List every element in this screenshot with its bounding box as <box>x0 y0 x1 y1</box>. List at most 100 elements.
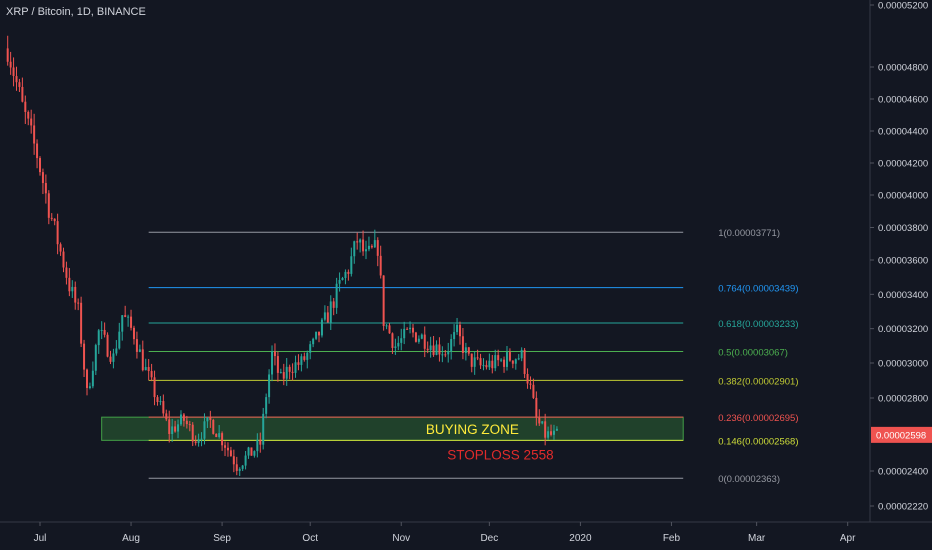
candle-body <box>132 327 135 340</box>
candle-body <box>532 384 535 398</box>
candle-body <box>85 369 88 388</box>
candle-body <box>503 359 506 367</box>
candle-body <box>127 316 130 318</box>
candle-body <box>241 465 244 469</box>
candle-body <box>550 431 553 435</box>
candle-body <box>441 354 444 356</box>
candle-body <box>6 48 9 62</box>
candle-body <box>450 339 453 352</box>
candle-body <box>535 397 538 418</box>
candle-body <box>215 433 218 438</box>
candle-body <box>420 334 423 339</box>
candle-body <box>229 450 232 457</box>
candle-body <box>288 366 291 372</box>
fib-level-label: 0(0.00002363) <box>718 474 780 485</box>
fib-level-label: 0.146(0.00002568) <box>718 436 798 447</box>
candle-body <box>271 351 274 375</box>
candle-body <box>350 256 353 274</box>
candle-body <box>112 353 115 362</box>
candle-body <box>312 338 315 345</box>
fib-level-label: 0.382(0.00002901) <box>718 376 798 387</box>
candle-body <box>153 377 156 398</box>
candle-body <box>403 328 406 339</box>
candle-body <box>88 386 91 388</box>
candle-body <box>517 358 520 360</box>
y-tick-label: 0.00004600 <box>878 95 928 106</box>
fib-level-label: 1(0.00003771) <box>718 228 780 239</box>
x-tick-label: 2020 <box>569 533 592 544</box>
x-tick-label: Sep <box>213 533 231 544</box>
candle-body <box>400 338 403 343</box>
candle-body <box>203 421 206 439</box>
candle-body <box>365 249 368 252</box>
candle-body <box>80 302 83 344</box>
candle-body <box>100 329 103 331</box>
candle-body <box>382 275 385 326</box>
candle-body <box>547 431 550 438</box>
candle-body <box>94 345 97 371</box>
candle-body <box>253 451 256 456</box>
candle-body <box>467 347 470 354</box>
y-tick-label: 0.00003000 <box>878 359 928 370</box>
y-tick-label: 0.00002400 <box>878 467 928 478</box>
candle-body <box>168 419 171 435</box>
candle-body <box>27 111 30 119</box>
candle-body <box>555 428 558 431</box>
candle-body <box>320 319 323 336</box>
candle-body <box>494 355 497 369</box>
candle-body <box>165 413 168 420</box>
fib-level-label: 0.764(0.00003439) <box>718 284 798 295</box>
candle-body <box>526 373 529 384</box>
candle-body <box>265 397 268 414</box>
candle-body <box>447 351 450 355</box>
candle-body <box>238 468 241 471</box>
stoploss-label: STOPLOSS 2558 <box>447 448 553 463</box>
candle-body <box>341 277 344 280</box>
candle-body <box>221 433 224 446</box>
candle-body <box>235 464 238 471</box>
candle-body <box>423 334 426 349</box>
candle-body <box>24 101 27 112</box>
candle-body <box>488 360 491 368</box>
y-tick-label: 0.00003800 <box>878 223 928 234</box>
candle-body <box>329 301 332 323</box>
candle-body <box>370 245 373 248</box>
candle-body <box>138 349 141 352</box>
candle-body <box>432 345 435 355</box>
candle-body <box>68 277 71 292</box>
candle-body <box>65 267 68 278</box>
candle-body <box>326 312 329 323</box>
candle-body <box>50 217 53 219</box>
fib-level-label: 0.236(0.00002695) <box>718 413 798 424</box>
candle-body <box>523 349 526 374</box>
candle-body <box>514 359 517 364</box>
candle-body <box>244 455 247 466</box>
candle-body <box>200 438 203 440</box>
candle-body <box>367 245 370 250</box>
candle-body <box>473 357 476 367</box>
candle-body <box>150 371 153 378</box>
candle-body <box>250 447 253 456</box>
candle-body <box>62 251 65 268</box>
last-price-tag <box>871 426 932 443</box>
candle-body <box>470 353 473 367</box>
candle-body <box>394 346 397 348</box>
candle-body <box>36 143 39 159</box>
candle-body <box>388 325 391 334</box>
y-tick-label: 0.00003400 <box>878 290 928 301</box>
candle-body <box>106 334 109 357</box>
candle-body <box>97 330 100 346</box>
candle-body <box>338 279 341 284</box>
candle-body <box>538 417 541 424</box>
candle-body <box>135 339 138 352</box>
x-tick-label: Oct <box>302 533 318 544</box>
candle-body <box>21 86 24 102</box>
candle-body <box>505 352 508 367</box>
candle-body <box>171 426 174 435</box>
candle-body <box>59 244 62 252</box>
candle-body <box>300 356 303 365</box>
y-tick-label: 0.00002220 <box>878 502 928 513</box>
candle-body <box>159 401 162 403</box>
x-tick-label: Mar <box>748 533 766 544</box>
